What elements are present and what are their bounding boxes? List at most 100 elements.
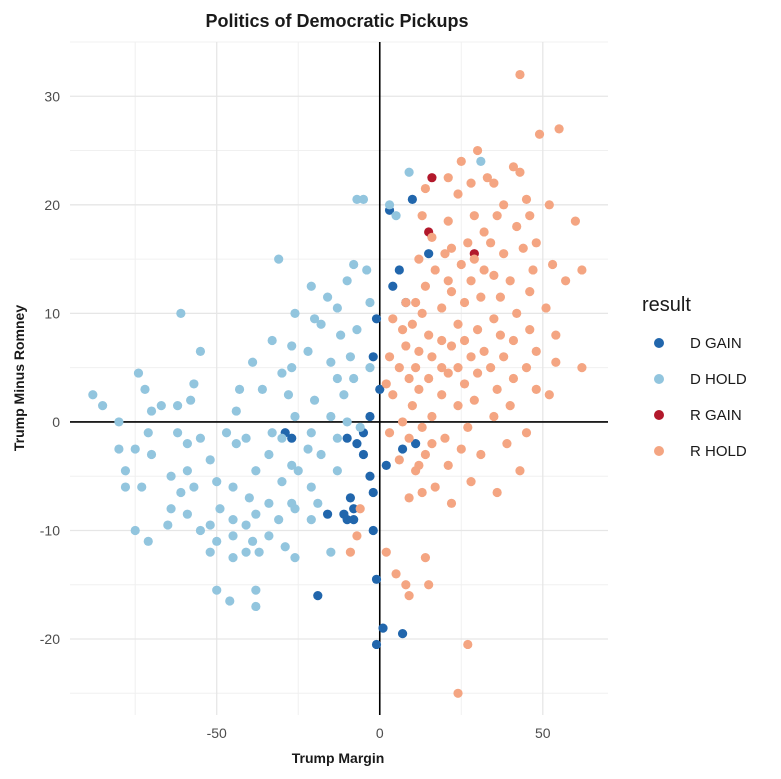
point-d-hold (186, 395, 196, 405)
point-d-gain (365, 411, 375, 422)
point-d-hold (189, 379, 199, 389)
point-d-gain (368, 525, 378, 536)
point-r-hold (443, 276, 453, 286)
point-d-hold (309, 395, 320, 405)
point-d-hold (287, 341, 297, 351)
point-d-gain (349, 504, 359, 514)
point-r-hold (417, 487, 427, 498)
point-r-hold (466, 178, 476, 188)
point-r-hold (443, 368, 453, 378)
point-d-hold (176, 487, 186, 498)
point-r-hold (446, 287, 457, 297)
point-d-gain (394, 265, 404, 275)
point-d-hold (182, 439, 192, 449)
point-r-hold (469, 211, 479, 221)
point-r-hold (404, 373, 414, 384)
point-d-gain (381, 460, 391, 470)
point-d-hold (391, 211, 401, 221)
point-d-hold (166, 471, 176, 481)
point-r-hold (459, 297, 470, 308)
point-d-hold (114, 444, 124, 454)
point-d-hold (247, 357, 258, 367)
point-r-hold (397, 325, 408, 335)
point-d-hold (120, 466, 131, 476)
point-r-hold (515, 167, 525, 177)
point-r-hold (453, 401, 463, 411)
point-r-hold (495, 292, 505, 302)
point-d-gain (365, 471, 375, 481)
point-d-gain (349, 515, 359, 525)
point-d-hold (384, 200, 395, 210)
point-r-hold (570, 216, 580, 226)
point-d-hold (293, 466, 303, 476)
point-r-hold (528, 265, 538, 275)
point-d-hold (349, 259, 359, 270)
point-d-gain (397, 444, 408, 454)
point-d-hold (215, 504, 225, 514)
point-d-hold (173, 401, 183, 411)
point-r-gain (427, 173, 437, 183)
point-r-hold (508, 335, 519, 346)
point-r-hold (472, 368, 483, 378)
point-d-hold (241, 547, 251, 557)
point-r-hold (388, 390, 398, 400)
point-r-hold (414, 384, 424, 394)
point-r-hold (404, 590, 414, 601)
point-d-hold (306, 482, 316, 492)
point-r-hold (525, 325, 535, 335)
point-r-hold (551, 330, 561, 340)
point-r-hold (427, 352, 437, 362)
point-d-gain (371, 314, 382, 324)
point-r-hold (420, 449, 431, 460)
point-r-hold (463, 422, 473, 432)
point-d-hold (221, 428, 232, 438)
point-d-hold (339, 390, 349, 400)
point-d-gain (378, 623, 388, 633)
point-d-hold (342, 276, 352, 286)
point-r-hold (463, 639, 473, 650)
point-r-hold (561, 276, 571, 286)
point-d-hold (189, 482, 199, 492)
point-d-gain (368, 487, 378, 498)
point-r-hold (525, 211, 535, 221)
point-d-hold (352, 194, 362, 204)
point-r-hold (453, 189, 463, 199)
point-d-gain (352, 439, 362, 449)
point-r-hold (440, 433, 450, 443)
point-d-hold (137, 482, 147, 492)
point-r-hold (446, 243, 457, 253)
point-r-hold (381, 379, 391, 389)
point-r-hold (577, 363, 587, 373)
point-r-hold (453, 688, 463, 698)
point-d-hold (303, 444, 313, 454)
point-d-hold (195, 346, 206, 356)
point-r-hold (499, 352, 509, 362)
point-r-hold (384, 428, 395, 438)
point-d-hold (146, 406, 157, 416)
point-d-hold (251, 601, 261, 612)
point-d-hold (163, 520, 173, 530)
point-d-gain (287, 433, 297, 443)
point-d-hold (326, 411, 336, 422)
point-r-hold (453, 363, 463, 373)
point-r-hold (440, 249, 450, 259)
point-d-hold (241, 433, 251, 443)
point-d-hold (231, 439, 241, 449)
point-r-hold (401, 341, 411, 351)
legend-key-d-hold (654, 374, 664, 384)
y-tick-label: 30 (44, 88, 60, 104)
point-r-hold (456, 259, 466, 270)
point-d-hold (309, 314, 320, 324)
point-r-hold (394, 455, 404, 465)
point-r-hold (424, 330, 434, 340)
point-r-hold (384, 352, 395, 362)
point-d-hold (355, 422, 365, 432)
point-r-hold (508, 162, 519, 172)
point-d-hold (173, 428, 183, 438)
point-r-hold (476, 292, 486, 302)
point-d-hold (212, 536, 222, 546)
point-r-hold (499, 200, 509, 210)
point-r-hold (492, 384, 502, 394)
point-r-hold (525, 287, 535, 297)
